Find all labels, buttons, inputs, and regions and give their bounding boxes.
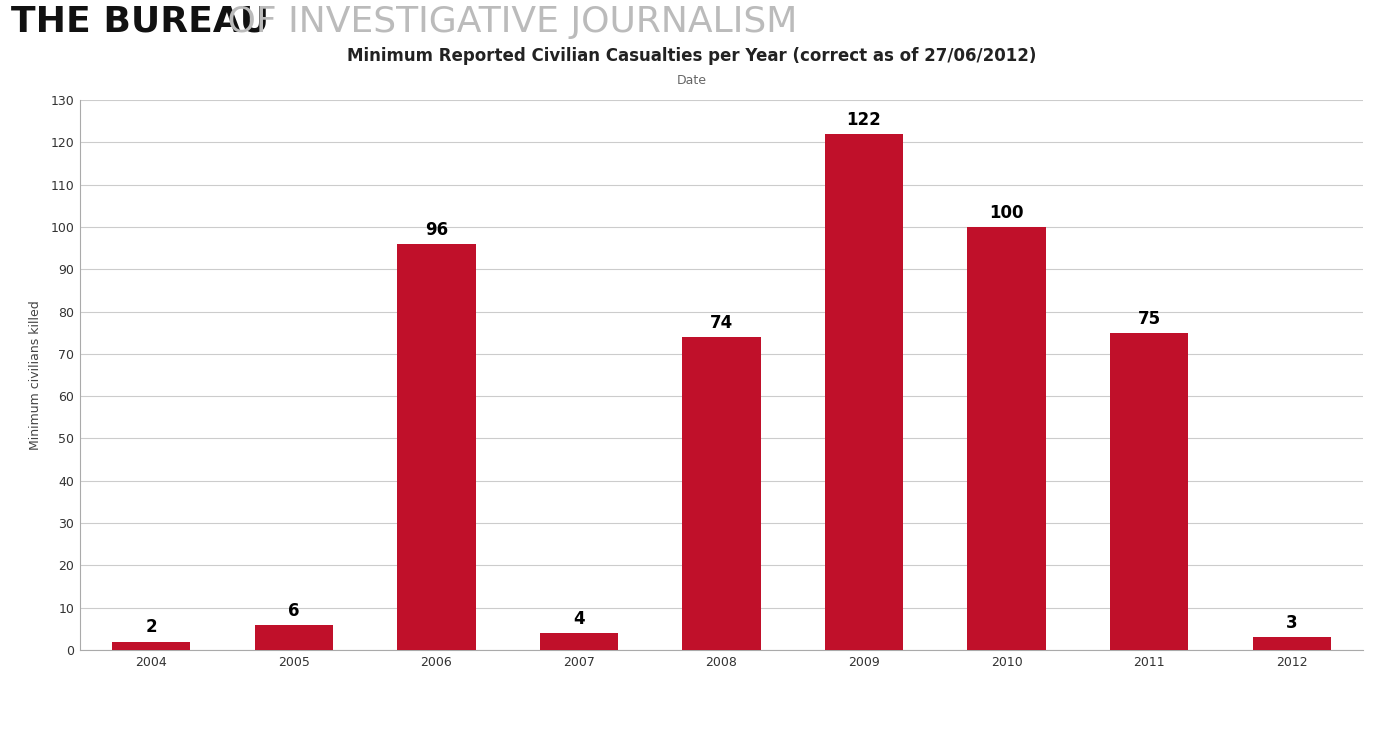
Text: 3: 3 — [1286, 614, 1297, 632]
Bar — [539, 633, 618, 650]
Bar — [682, 337, 761, 650]
Text: 100: 100 — [989, 204, 1023, 222]
Bar — [397, 244, 476, 650]
Text: 2: 2 — [145, 618, 158, 637]
Text: 75: 75 — [1138, 310, 1160, 328]
Text: 74: 74 — [709, 314, 733, 332]
Bar — [1253, 637, 1330, 650]
Text: Minimum Reported Civilian Casualties per Year (correct as of 27/06/2012): Minimum Reported Civilian Casualties per… — [347, 47, 1036, 65]
Bar — [254, 625, 333, 650]
Bar — [1111, 333, 1188, 650]
Bar — [824, 134, 903, 650]
Text: 4: 4 — [573, 610, 585, 628]
Text: 96: 96 — [425, 220, 448, 239]
Y-axis label: Minimum civilians killed: Minimum civilians killed — [29, 300, 43, 450]
Text: THE BUREAU: THE BUREAU — [11, 5, 270, 39]
Bar — [112, 642, 191, 650]
Text: 6: 6 — [288, 602, 300, 620]
Text: Date: Date — [676, 74, 707, 88]
Text: 122: 122 — [846, 111, 881, 128]
Bar — [967, 227, 1046, 650]
Text: OF INVESTIGATIVE JOURNALISM: OF INVESTIGATIVE JOURNALISM — [216, 5, 797, 39]
